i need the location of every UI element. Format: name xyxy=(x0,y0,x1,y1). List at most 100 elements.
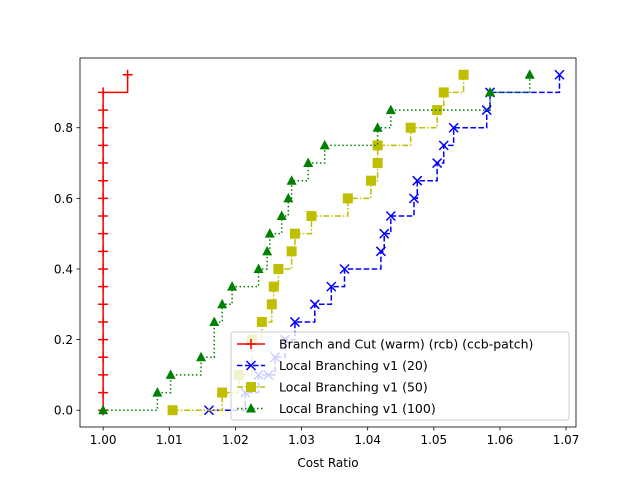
data-point xyxy=(98,369,109,380)
legend-marker xyxy=(246,339,256,349)
data-point xyxy=(326,281,337,292)
axes: 1.00 1.01 1.02 1.03 1.04 1.05 1.06 1.07 0.0 0.2 0.… xyxy=(54,57,580,447)
data-point xyxy=(432,105,443,116)
data-point xyxy=(98,193,109,204)
axes-frame xyxy=(79,57,577,428)
y-tick-label: 0.6 xyxy=(54,192,73,206)
data-point xyxy=(98,175,109,186)
data-point xyxy=(405,122,416,133)
data-point xyxy=(266,299,277,310)
data-point xyxy=(283,192,294,203)
data-point xyxy=(342,193,353,204)
data-point xyxy=(303,157,314,168)
data-point xyxy=(412,175,423,186)
legend-item: Local Branching v1 (100) xyxy=(237,401,436,416)
legend-marker xyxy=(246,403,256,413)
x-tick-label: 1.07 xyxy=(553,433,580,447)
x-tick-label: 1.02 xyxy=(222,433,249,447)
data-point xyxy=(253,263,264,273)
data-point xyxy=(98,211,109,222)
data-point xyxy=(98,404,109,415)
y-tick-label: 0.4 xyxy=(54,262,73,276)
data-point xyxy=(98,334,109,345)
data-point xyxy=(485,86,496,97)
data-point xyxy=(98,263,109,274)
data-point xyxy=(481,105,492,116)
y-tick-label: 0.8 xyxy=(54,121,73,135)
legend-item: Branch and Cut (warm) (rcb) (ccb-patch) xyxy=(237,337,533,352)
data-point xyxy=(289,228,300,239)
data-point xyxy=(217,387,228,398)
data-point xyxy=(217,298,228,309)
legend-label: Local Branching v1 (50) xyxy=(279,380,428,395)
data-point xyxy=(276,210,287,221)
data-point xyxy=(372,158,383,169)
data-point xyxy=(209,316,220,326)
x-tick-label: 1.06 xyxy=(487,433,514,447)
series-line xyxy=(172,74,465,411)
data-point xyxy=(554,69,565,80)
legend-label: Branch and Cut (warm) (rcb) (ccb-patch) xyxy=(279,337,533,352)
legend-label: Local Branching v1 (100) xyxy=(279,401,436,416)
data-point xyxy=(375,246,386,257)
x-tick-label: 1.01 xyxy=(156,433,183,447)
data-point xyxy=(524,69,535,79)
data-point xyxy=(319,139,330,150)
data-point xyxy=(309,299,320,310)
data-point xyxy=(98,140,109,151)
legend-marker xyxy=(245,360,257,371)
data-point xyxy=(448,122,459,133)
data-point xyxy=(379,228,390,239)
legend: Branch and Cut (warm) (rcb) (ccb-patch) L… xyxy=(230,331,570,421)
data-point xyxy=(385,104,396,115)
x-axis-label: Cost Ratio xyxy=(297,456,358,470)
data-point xyxy=(98,158,109,169)
data-point xyxy=(152,387,163,397)
data-point xyxy=(167,405,178,416)
data-point xyxy=(98,105,109,116)
data-point xyxy=(365,175,376,186)
data-point xyxy=(286,246,297,257)
y-tick-label: 0.2 xyxy=(54,333,73,347)
data-point xyxy=(432,158,443,169)
data-point xyxy=(262,245,273,256)
data-point xyxy=(98,299,109,310)
data-point xyxy=(385,210,396,222)
x-tick-label: 1.00 xyxy=(90,433,117,447)
data-point xyxy=(98,122,109,133)
series-line xyxy=(208,74,561,411)
legend-label: Local Branching v1 (20) xyxy=(279,358,428,373)
data-point xyxy=(98,387,109,398)
data-point xyxy=(458,69,469,80)
x-tick-label: 1.04 xyxy=(354,433,381,447)
data-point xyxy=(372,140,383,151)
data-point xyxy=(98,352,109,363)
data-point xyxy=(196,351,207,362)
data-point xyxy=(438,87,449,98)
x-tick-label: 1.03 xyxy=(288,433,315,447)
data-point xyxy=(98,316,109,327)
data-point xyxy=(98,228,109,239)
data-point xyxy=(372,122,383,132)
data-point xyxy=(98,87,109,98)
data-point xyxy=(98,281,109,292)
data-point xyxy=(286,175,297,185)
legend-marker xyxy=(246,382,256,392)
y-tick-label: 0.0 xyxy=(54,404,73,418)
data-point xyxy=(227,281,238,291)
x-tick-label: 1.05 xyxy=(420,433,447,447)
data-point xyxy=(268,281,279,292)
legend-box xyxy=(230,331,570,421)
data-point xyxy=(408,193,420,204)
data-point xyxy=(289,316,300,327)
data-point xyxy=(306,211,317,222)
series-4 xyxy=(98,69,535,415)
data-point xyxy=(264,228,275,238)
legend-item: Local Branching v1 (50) xyxy=(237,380,428,395)
data-point xyxy=(339,263,350,275)
data-point xyxy=(438,140,449,151)
data-point xyxy=(165,369,176,379)
data-point xyxy=(273,263,284,274)
data-point xyxy=(98,246,109,257)
